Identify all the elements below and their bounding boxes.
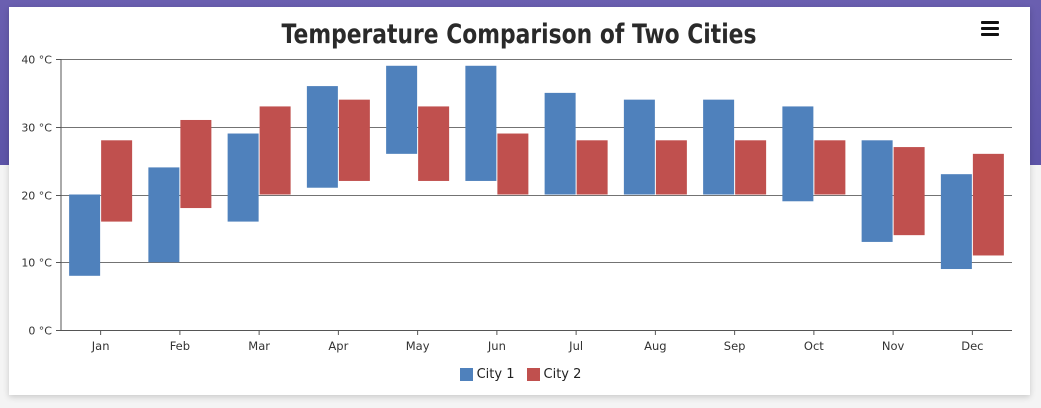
legend-swatch: [526, 367, 540, 381]
y-tick-label: 0 °C: [28, 325, 52, 338]
y-tick-label: 30 °C: [21, 122, 52, 135]
y-tick-label: 40 °C: [21, 54, 52, 67]
x-tick-label: Jun: [487, 339, 506, 353]
legend-label: City 1: [476, 366, 515, 382]
bar-city-1: [148, 167, 180, 263]
bar-city-1: [544, 92, 576, 195]
x-tick-label: Jul: [568, 339, 583, 353]
grid-lines: [61, 59, 1012, 263]
chart-title: Temperature Comparison of Two Cities: [282, 19, 757, 50]
x-tick-label: Oct: [804, 339, 824, 353]
x-tick-label: Dec: [961, 339, 983, 353]
bar-city-1: [703, 99, 735, 195]
bar-city-1: [306, 86, 338, 188]
y-axis: 0 °C 10 °C 20 °C 30 °C 40 °C: [21, 54, 62, 338]
x-axis: Jan Feb Mar Apr May Jun Jul Aug Sep Oct Nov Dec: [61, 330, 1012, 353]
bar-city-1: [940, 174, 972, 270]
x-tick-label: Mar: [248, 339, 270, 353]
x-tick-label: Nov: [882, 339, 905, 353]
legend-item-city-1[interactable]: City 1: [459, 366, 515, 382]
bar-city-1: [861, 140, 893, 242]
bar-city-1: [623, 99, 655, 195]
bar-city-2: [497, 133, 529, 195]
x-tick-label: Aug: [644, 339, 666, 353]
bar-city-1: [465, 65, 497, 181]
bar-city-2: [735, 140, 767, 195]
legend: City 1 City 2: [0, 364, 1041, 384]
bar-city-2: [180, 119, 212, 209]
bar-city-2: [655, 140, 687, 195]
bar-city-2: [814, 140, 846, 195]
menu-icon[interactable]: [981, 21, 999, 37]
menu-icon-bar: [981, 21, 999, 24]
bars: [69, 65, 1004, 276]
menu-icon-bar: [981, 33, 999, 36]
bar-city-2: [418, 106, 450, 181]
bar-city-2: [576, 140, 608, 195]
bar-city-1: [782, 106, 814, 202]
bar-city-1: [69, 194, 101, 276]
bar-city-1: [386, 65, 418, 154]
y-tick-label: 10 °C: [21, 257, 52, 270]
bar-city-2: [972, 153, 1004, 256]
x-tick-label: Jan: [91, 339, 110, 353]
y-tick-label: 20 °C: [21, 190, 52, 203]
legend-swatch: [459, 367, 473, 381]
bar-city-2: [893, 147, 925, 236]
x-tick-label: May: [406, 339, 430, 353]
x-tick-label: Sep: [724, 339, 746, 353]
legend-item-city-2[interactable]: City 2: [526, 366, 582, 382]
x-tick-label: Feb: [170, 339, 190, 353]
bar-city-2: [259, 106, 291, 195]
bar-city-1: [227, 133, 259, 222]
legend-label: City 2: [543, 366, 582, 382]
bar-city-2: [338, 99, 370, 181]
x-tick-label: Apr: [328, 339, 348, 353]
menu-icon-bar: [981, 27, 999, 30]
bar-city-2: [101, 140, 133, 222]
